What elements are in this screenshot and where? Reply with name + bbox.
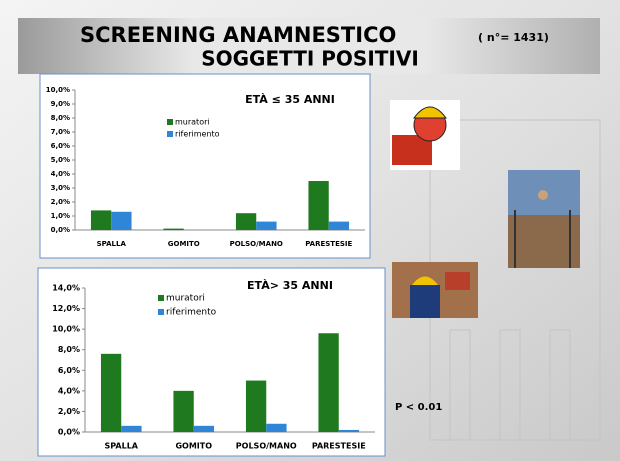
x-tick-label: GOMITO — [175, 442, 212, 451]
legend-label: riferimento — [175, 130, 220, 139]
y-tick-label: 12,0% — [52, 304, 80, 313]
bar — [163, 228, 184, 230]
bar — [338, 429, 360, 432]
bar — [173, 390, 194, 432]
bar — [90, 210, 112, 230]
legend-swatch — [167, 131, 173, 137]
scaffold-photo — [508, 170, 580, 268]
y-tick-label: 6,0% — [58, 366, 80, 375]
bar — [111, 211, 132, 230]
x-tick-label: POLSO/MANO — [230, 240, 283, 248]
p-value: P < 0.01 — [395, 402, 442, 413]
legend-swatch — [158, 295, 164, 301]
x-tick-label: SPALLA — [97, 240, 127, 248]
y-tick-label: 4,0% — [51, 170, 70, 178]
bar — [235, 213, 257, 230]
legend-label: muratori — [175, 118, 210, 127]
y-tick-label: 10,0% — [46, 86, 70, 94]
y-tick-label: 9,0% — [51, 100, 70, 108]
cartoon-photo — [390, 100, 460, 170]
x-tick-label: SPALLA — [105, 442, 139, 451]
legend-swatch — [158, 309, 164, 315]
bar — [318, 333, 339, 432]
subtitle: SOGGETTI POSITIVI — [201, 47, 419, 71]
bar — [245, 380, 267, 432]
chart-title: ETÀ ≤ 35 ANNI — [245, 93, 335, 106]
y-tick-label: 8,0% — [51, 114, 70, 122]
y-tick-label: 1,0% — [51, 212, 70, 220]
bar — [328, 221, 350, 230]
worker-photo — [392, 262, 478, 318]
y-tick-label: 6,0% — [51, 142, 70, 150]
chart-title: ETÀ> 35 ANNI — [247, 279, 333, 292]
x-tick-label: GOMITO — [168, 240, 200, 248]
legend-swatch — [167, 119, 173, 125]
x-tick-label: PARESTESIE — [305, 240, 352, 248]
y-tick-label: 7,0% — [51, 128, 70, 136]
y-tick-label: 0,0% — [58, 428, 80, 437]
bar — [193, 425, 215, 432]
title-note: ( n°= 1431) — [478, 31, 549, 44]
bar — [121, 425, 142, 432]
y-tick-label: 8,0% — [58, 345, 80, 354]
x-tick-label: POLSO/MANO — [236, 442, 297, 451]
x-tick-label: PARESTESIE — [312, 442, 366, 451]
y-tick-label: 5,0% — [51, 156, 70, 164]
bar — [308, 181, 329, 230]
y-tick-label: 0,0% — [51, 226, 70, 234]
y-tick-label: 3,0% — [51, 184, 70, 192]
title: SCREENING ANAMNESTICO — [80, 23, 396, 47]
legend-label: riferimento — [166, 308, 217, 318]
title-band — [18, 18, 600, 74]
bar — [256, 221, 277, 230]
y-tick-label: 4,0% — [58, 386, 80, 395]
y-tick-label: 10,0% — [52, 325, 80, 334]
y-tick-label: 2,0% — [51, 198, 70, 206]
legend-label: muratori — [166, 294, 205, 304]
y-tick-label: 14,0% — [52, 284, 80, 293]
bar — [100, 353, 122, 432]
y-tick-label: 2,0% — [58, 407, 80, 416]
bar — [266, 423, 287, 432]
